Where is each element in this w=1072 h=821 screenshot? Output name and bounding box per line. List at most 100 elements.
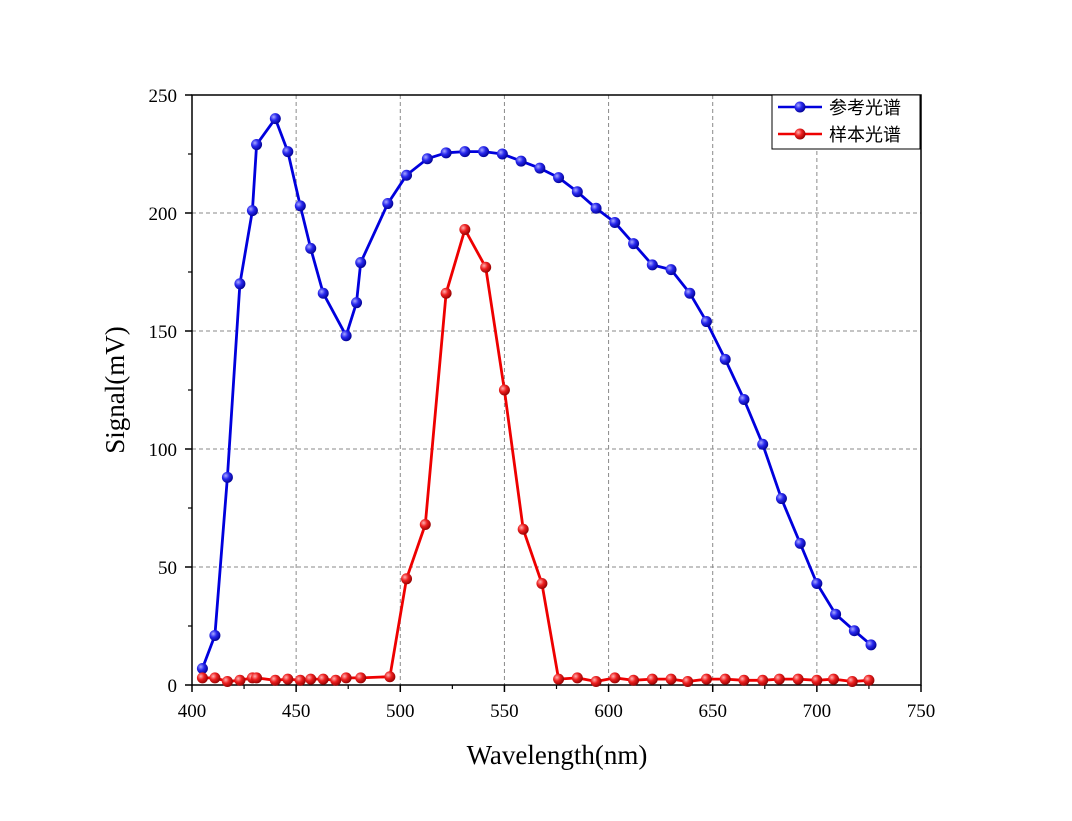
data-point <box>571 672 583 684</box>
data-point <box>196 672 208 684</box>
data-point <box>775 493 787 505</box>
series-1 <box>196 224 875 687</box>
data-point <box>421 153 433 165</box>
data-point <box>515 155 527 167</box>
legend-marker-reference <box>794 101 806 113</box>
y-tick-label: 0 <box>168 676 178 697</box>
data-point <box>700 316 712 328</box>
data-point <box>294 200 306 212</box>
data-point <box>794 537 806 549</box>
data-point <box>646 673 658 685</box>
x-tick-label: 650 <box>698 701 727 722</box>
legend-label-sample: 样本光谱 <box>829 125 901 146</box>
data-point <box>553 673 565 685</box>
data-point <box>480 261 492 273</box>
data-point <box>757 438 769 450</box>
y-tick-label: 150 <box>149 322 178 343</box>
legend-marker-sample <box>794 128 806 140</box>
y-axis-title: Signal(mV) <box>100 326 130 454</box>
data-point <box>234 278 246 290</box>
series-line <box>202 228 870 683</box>
data-point <box>590 675 602 687</box>
data-point <box>401 573 413 585</box>
data-point <box>700 673 712 685</box>
data-point <box>682 675 694 687</box>
data-point <box>830 608 842 620</box>
data-point <box>848 625 860 637</box>
data-point <box>828 673 840 685</box>
data-point <box>811 674 823 686</box>
data-point <box>209 629 221 641</box>
data-point <box>440 147 452 159</box>
data-point <box>419 519 431 531</box>
data-point <box>330 674 342 686</box>
data-point <box>234 674 246 686</box>
data-point <box>811 578 823 590</box>
plot-frame <box>191 94 922 686</box>
x-tick-label: 700 <box>803 701 832 722</box>
data-point <box>792 673 804 685</box>
data-point <box>757 674 769 686</box>
x-tick-label: 750 <box>907 701 936 722</box>
data-point <box>609 672 621 684</box>
data-point <box>517 523 529 535</box>
data-point <box>628 674 640 686</box>
data-point <box>665 673 677 685</box>
x-tick-label: 600 <box>594 701 623 722</box>
data-point <box>305 673 317 685</box>
data-point <box>440 287 452 299</box>
data-point <box>251 672 263 684</box>
data-point <box>536 578 548 590</box>
data-point <box>665 264 677 276</box>
data-point <box>863 674 875 686</box>
data-point <box>498 384 510 396</box>
data-point <box>246 205 258 217</box>
data-point <box>340 330 352 342</box>
data-point <box>401 169 413 181</box>
data-point <box>282 673 294 685</box>
data-point <box>305 242 317 254</box>
data-point <box>459 146 471 158</box>
data-point <box>628 238 640 250</box>
data-point <box>340 672 352 684</box>
data-point <box>719 673 731 685</box>
data-point <box>496 148 508 160</box>
y-tick-label: 200 <box>149 204 178 225</box>
legend-label-reference: 参考光谱 <box>829 98 901 119</box>
grid-lines <box>192 95 921 685</box>
data-point <box>196 662 208 674</box>
data-point <box>571 186 583 198</box>
data-point <box>351 297 363 309</box>
data-point <box>269 113 281 125</box>
data-point <box>738 393 750 405</box>
data-point <box>478 146 490 158</box>
data-point <box>294 674 306 686</box>
data-point <box>221 675 233 687</box>
axes: 400 450 500 550 600 650 700 750 0 50 100 150 200 250 <box>149 86 936 722</box>
data-point <box>590 202 602 214</box>
y-tick-label: 50 <box>158 558 177 579</box>
axis-labels: Wavelength(nm) Signal(mV) <box>100 326 647 770</box>
data-point <box>646 259 658 271</box>
data-point <box>773 673 785 685</box>
y-tick-label: 100 <box>149 440 178 461</box>
data-point <box>209 672 221 684</box>
data-point <box>553 172 565 184</box>
data-point <box>684 287 696 299</box>
data-point <box>251 139 263 151</box>
data-point <box>221 471 233 483</box>
data-point <box>384 671 396 683</box>
x-tick-label: 450 <box>282 701 311 722</box>
series-group <box>196 113 877 687</box>
x-tick-label: 400 <box>178 701 207 722</box>
data-point <box>534 162 546 174</box>
data-point <box>738 674 750 686</box>
y-tick-label: 250 <box>149 86 178 107</box>
x-tick-label: 550 <box>490 701 519 722</box>
x-axis-title: Wavelength(nm) <box>467 740 648 770</box>
data-point <box>355 257 367 269</box>
data-point <box>269 674 281 686</box>
data-point <box>355 672 367 684</box>
data-point <box>865 639 877 651</box>
